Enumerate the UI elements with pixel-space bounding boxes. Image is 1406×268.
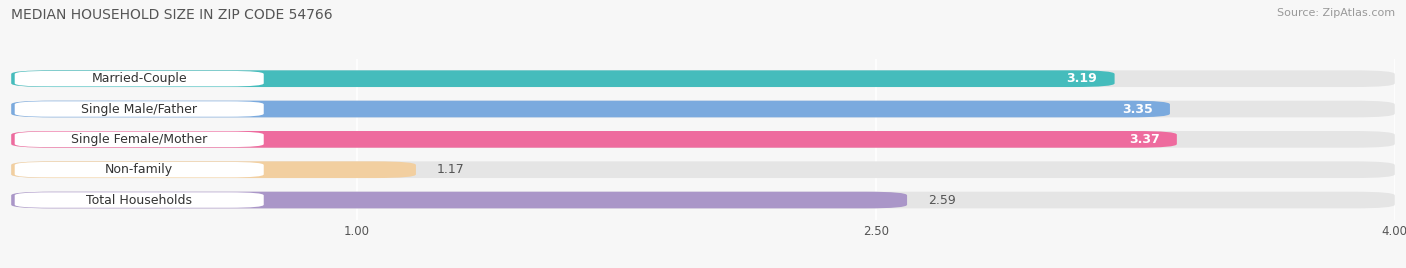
Text: 3.19: 3.19	[1067, 72, 1097, 85]
FancyBboxPatch shape	[14, 132, 264, 147]
FancyBboxPatch shape	[11, 131, 1395, 148]
FancyBboxPatch shape	[11, 192, 1395, 209]
FancyBboxPatch shape	[11, 70, 1115, 87]
Text: Total Households: Total Households	[86, 193, 193, 207]
Text: Single Female/Mother: Single Female/Mother	[72, 133, 207, 146]
Text: Non-family: Non-family	[105, 163, 173, 176]
FancyBboxPatch shape	[11, 70, 1395, 87]
FancyBboxPatch shape	[11, 192, 907, 209]
Text: 2.59: 2.59	[928, 193, 956, 207]
Text: MEDIAN HOUSEHOLD SIZE IN ZIP CODE 54766: MEDIAN HOUSEHOLD SIZE IN ZIP CODE 54766	[11, 8, 333, 22]
FancyBboxPatch shape	[14, 192, 264, 208]
FancyBboxPatch shape	[14, 101, 264, 117]
FancyBboxPatch shape	[14, 71, 264, 86]
FancyBboxPatch shape	[11, 131, 1177, 148]
Text: 1.17: 1.17	[437, 163, 464, 176]
FancyBboxPatch shape	[11, 161, 416, 178]
Text: Source: ZipAtlas.com: Source: ZipAtlas.com	[1277, 8, 1395, 18]
FancyBboxPatch shape	[11, 101, 1395, 117]
FancyBboxPatch shape	[11, 161, 1395, 178]
Text: Married-Couple: Married-Couple	[91, 72, 187, 85]
Text: Single Male/Father: Single Male/Father	[82, 103, 197, 116]
FancyBboxPatch shape	[11, 101, 1170, 117]
Text: 3.35: 3.35	[1122, 103, 1153, 116]
Text: 3.37: 3.37	[1129, 133, 1160, 146]
FancyBboxPatch shape	[14, 162, 264, 177]
